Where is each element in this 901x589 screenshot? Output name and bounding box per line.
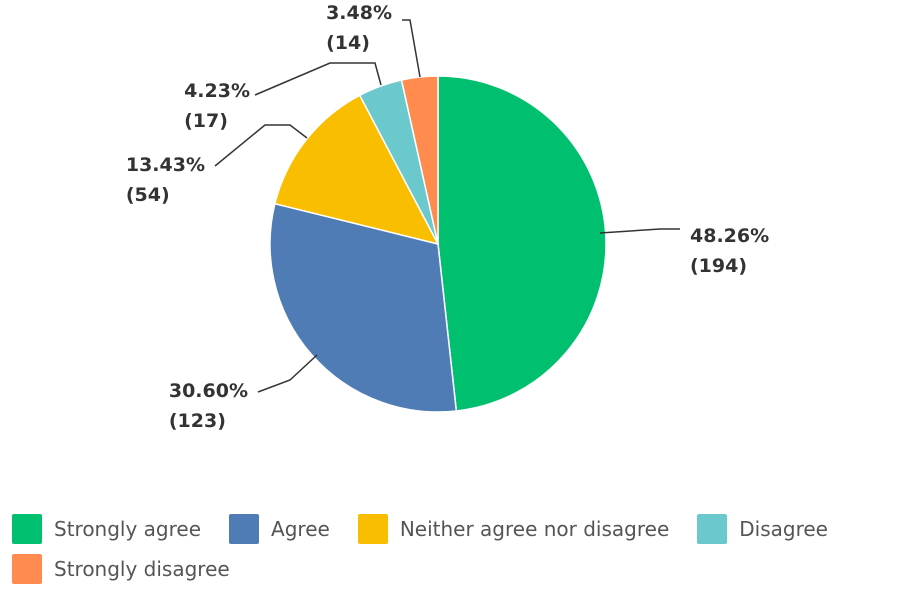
legend-item-strongly-agree[interactable]: Strongly agree: [12, 514, 201, 544]
leader-line-strongly-disagree: [402, 19, 421, 78]
legend-label-disagree: Disagree: [739, 517, 828, 541]
legend-label-strongly-agree: Strongly agree: [54, 517, 202, 541]
leader-line-neither-agree-nor-disagree: [214, 124, 308, 167]
leader-lines: [214, 19, 680, 393]
count-label-agree: (123): [169, 410, 226, 432]
legend-swatch-agree: [229, 514, 260, 544]
percent-label-strongly-agree: 48.26%: [690, 225, 769, 247]
count-label-strongly-agree: (194): [690, 255, 747, 277]
legend-label-neither-agree-nor-disagree: Neither agree nor disagree: [399, 517, 670, 541]
pie-chart: 48.26% (194) 30.60% (123) 13.43% (54) 4.23% (17…: [126, 2, 769, 432]
pie-slice-agree[interactable]: [269, 202, 458, 413]
count-label-neither-agree-nor-disagree: (54): [126, 184, 170, 206]
data-labels: 48.26% (194) 30.60% (123) 13.43% (54) 4.23% (17…: [126, 2, 769, 432]
count-label-disagree: (17): [184, 110, 228, 132]
legend-row-2: Strongly disagree: [12, 549, 901, 589]
legend-item-neither-agree-nor-disagree[interactable]: Neither agree nor disagree: [357, 514, 670, 544]
percent-label-neither-agree-nor-disagree: 13.43%: [126, 154, 205, 176]
pie-slice-strongly-agree[interactable]: [437, 75, 607, 412]
leader-line-strongly-agree: [599, 228, 680, 234]
percent-label-strongly-disagree: 3.48%: [326, 2, 392, 24]
legend-item-strongly-disagree[interactable]: Strongly disagree: [12, 554, 230, 584]
legend-swatch-neither-agree-nor-disagree: [357, 514, 388, 544]
percent-label-agree: 30.60%: [169, 380, 248, 402]
pie-slice-neither-agree-nor-disagree[interactable]: [273, 94, 440, 246]
legend-swatch-disagree: [697, 514, 728, 544]
legend-swatch-strongly-disagree: [12, 554, 42, 584]
pie-slices: [269, 75, 607, 413]
count-label-strongly-disagree: (14): [326, 32, 370, 54]
percent-label-disagree: 4.23%: [184, 80, 250, 102]
legend-label-strongly-disagree: Strongly disagree: [54, 557, 230, 581]
leader-line-disagree: [254, 62, 382, 96]
leader-line-agree: [257, 354, 318, 393]
legend-label-agree: Agree: [271, 517, 330, 541]
legend-swatch-strongly-agree: [12, 514, 42, 544]
legend-item-agree[interactable]: Agree: [229, 514, 330, 544]
legend-item-disagree[interactable]: Disagree: [697, 514, 828, 544]
legend-row-1: Strongly agree Agree Neither agree nor d…: [12, 509, 901, 549]
chart-legend: Strongly agree Agree Neither agree nor d…: [12, 509, 901, 589]
